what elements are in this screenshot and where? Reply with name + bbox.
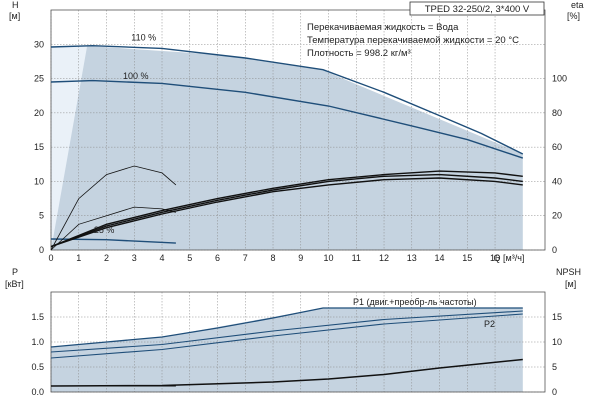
- y-tick-label-right: 10: [552, 337, 562, 347]
- y-tick-label-left: 0.5: [31, 362, 44, 372]
- curve-label: 110 %: [131, 33, 156, 43]
- y-axis-unit-left: [кВт]: [5, 279, 24, 289]
- x-tick-label: 11: [352, 253, 361, 263]
- x-tick-label: 0: [48, 253, 53, 263]
- y-axis-label-right: eta: [571, 0, 584, 10]
- y-tick-label-left: 0.0: [31, 387, 44, 397]
- y-tick-label-right: 15: [552, 312, 562, 322]
- y-axis-label-left: H: [12, 0, 19, 10]
- y-axis-label-right: NPSH: [556, 267, 581, 277]
- info-line-1: Перекачиваемая жидкость = Вода: [307, 22, 459, 33]
- x-tick-label: 9: [298, 253, 303, 263]
- y-tick-label-left: 1.0: [31, 337, 44, 347]
- x-axis-label: Q [м³/ч]: [494, 253, 525, 263]
- y-axis-unit-right: [%]: [567, 11, 580, 21]
- info-line-3: Плотность = 998.2 кг/м³: [307, 48, 411, 59]
- operating-region-light: [51, 46, 88, 250]
- y-tick-label-left: 5: [39, 211, 44, 221]
- x-tick-label: 14: [435, 253, 445, 263]
- y-axis-unit-left: [м]: [9, 11, 20, 21]
- y-tick-label-left: 1.5: [31, 312, 44, 322]
- x-tick-label: 15: [462, 253, 472, 263]
- efficiency-curve: [50, 177, 523, 248]
- power-curve: [50, 313, 523, 359]
- y-tick-label-right: 0: [552, 245, 557, 255]
- x-tick-label: 2: [104, 253, 109, 263]
- x-tick-label: 13: [407, 253, 417, 263]
- curve-label: 25 %: [94, 225, 115, 235]
- y-tick-label-left: 0: [39, 245, 44, 255]
- head-efficiency-panel: 0 1 2 3 4 5 6 7 8 9 10 11 12 13 14 15 160510152025300204…: [9, 0, 584, 263]
- y-tick-label-right: 20: [552, 211, 562, 221]
- power-npsh-panel: 0.0 0.5 1.0 1.5 0 5 10 15 P1 (двиг.+преобр-ль ча…: [5, 267, 581, 397]
- p1-label: P1 (двиг.+преобр-ль частоты): [353, 297, 477, 307]
- efficiency-curve: [50, 170, 523, 248]
- x-tick-label: 16: [490, 253, 500, 263]
- y-axis-unit-right: [м]: [565, 279, 576, 289]
- efficiency-curve: [50, 165, 177, 251]
- power-curve: [50, 307, 523, 348]
- y-tick-label-left: 10: [34, 176, 44, 186]
- x-tick-label: 12: [379, 253, 389, 263]
- efficiency-curve: [50, 173, 523, 248]
- y-tick-label-right: 40: [552, 176, 562, 186]
- x-tick-label: 1: [76, 253, 81, 263]
- y-tick-label-right: 5: [552, 362, 557, 372]
- y-tick-label-left: 15: [34, 142, 44, 152]
- chart-title: TPED 32-250/2, 3*400 V: [425, 4, 530, 15]
- x-tick-label: 8: [271, 253, 276, 263]
- plot-frame: [50, 9, 546, 251]
- y-tick-label-right: 100: [552, 74, 567, 84]
- y-tick-label-left: 30: [34, 39, 44, 49]
- y-tick-label-right: 60: [552, 142, 562, 152]
- y-tick-label-right: 80: [552, 108, 562, 118]
- curve-label: 100 %: [123, 71, 149, 81]
- y-axis-label-left: P: [12, 267, 18, 277]
- x-tick-label: 5: [187, 253, 192, 263]
- plot-frame: [50, 291, 546, 393]
- operating-region: [51, 46, 523, 250]
- x-tick-label: 6: [215, 253, 220, 263]
- x-tick-label: 10: [324, 253, 334, 263]
- efficiency-curve: [50, 206, 176, 251]
- y-tick-label-left: 20: [34, 108, 44, 118]
- x-tick-label: 3: [132, 253, 137, 263]
- x-tick-label: 7: [243, 253, 248, 263]
- x-tick-label: 4: [160, 253, 165, 263]
- title-box: [409, 1, 545, 16]
- y-tick-label-right: 0: [552, 387, 557, 397]
- info-line-2: Температура перекачиваемой жидкости = 20…: [307, 35, 519, 46]
- y-tick-label-left: 25: [34, 74, 44, 84]
- head-curve: [50, 79, 524, 159]
- head-curve: [50, 44, 524, 155]
- npsh-curve: [50, 358, 523, 387]
- power-curve: [50, 310, 523, 353]
- p2-label: P2: [484, 319, 495, 329]
- operating-region: [51, 308, 523, 392]
